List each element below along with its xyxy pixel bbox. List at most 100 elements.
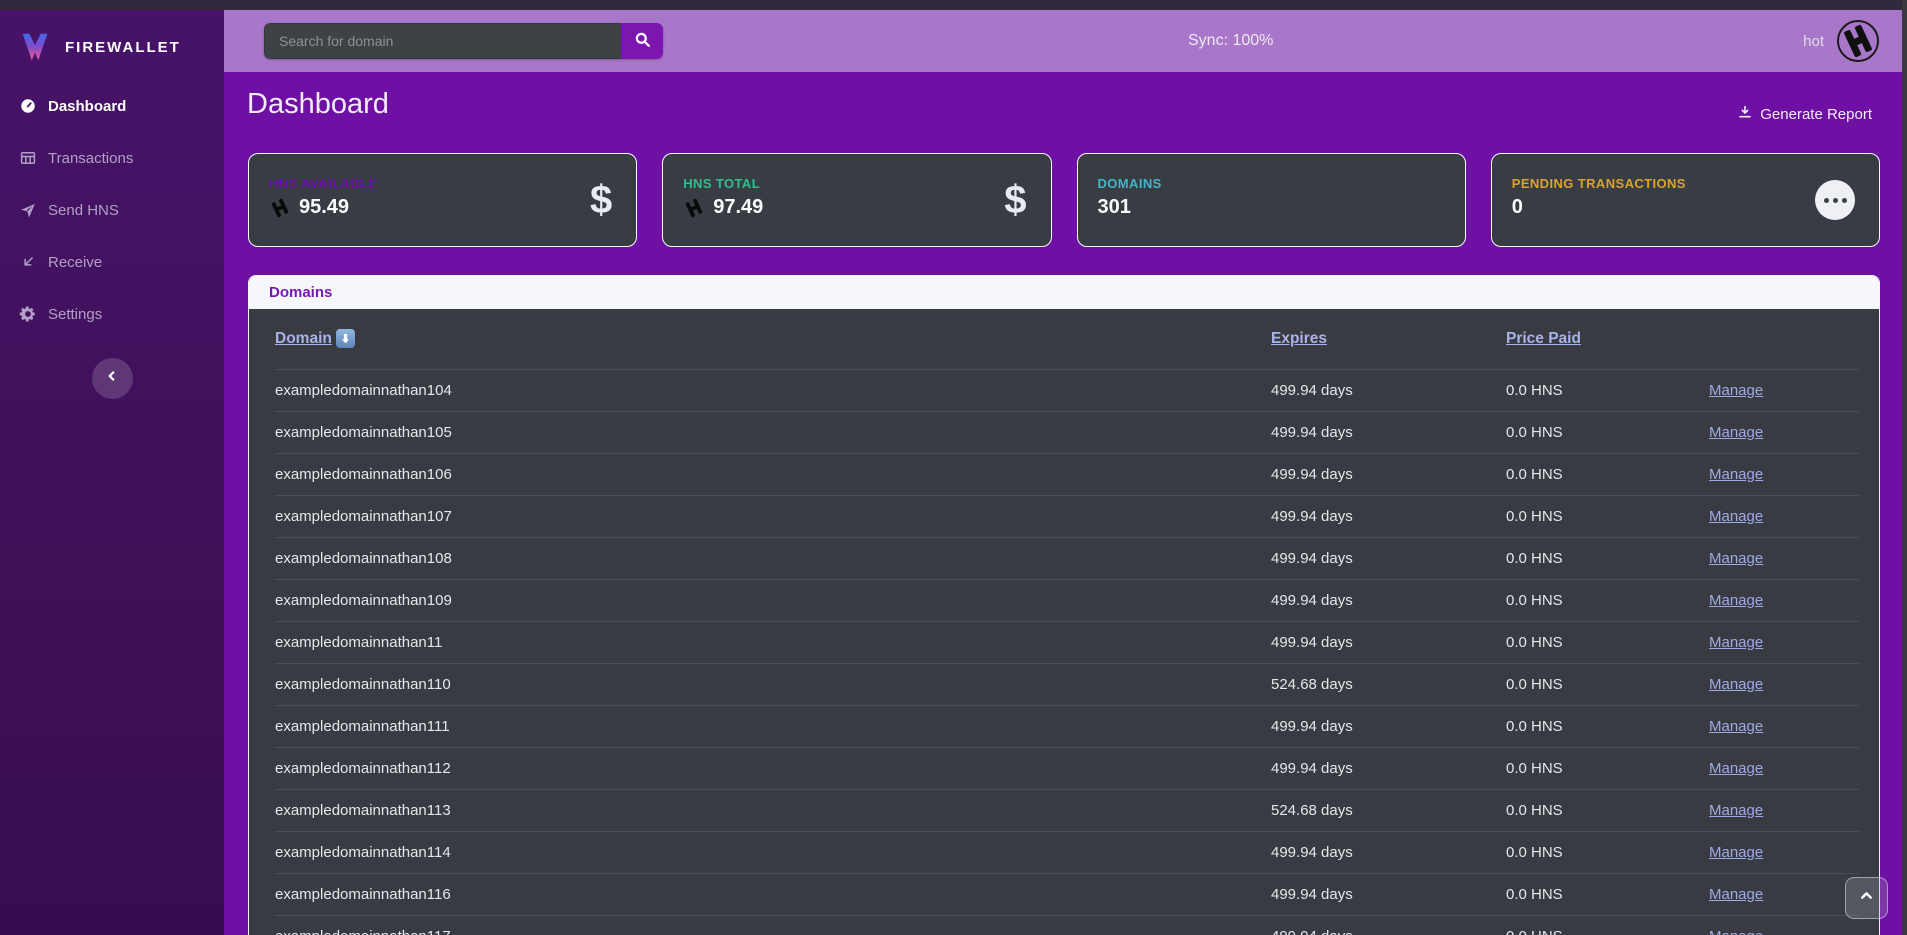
handshake-logo-icon [1836,19,1880,63]
download-icon [1737,104,1753,124]
page-title: Dashboard [247,88,389,120]
price-cell: 0.0 HNS [1506,789,1709,832]
sidebar-item-label: Dashboard [48,97,127,115]
manage-link[interactable]: Manage [1709,423,1764,441]
expires-cell: 499.94 days [1271,453,1506,496]
table-row: exampledomainnathan110 524.68 days 0.0 H… [275,663,1859,706]
table-row: exampledomainnathan114 499.94 days 0.0 H… [275,831,1859,874]
card-value: 0 [1512,196,1523,219]
sidebar: FIREWALLET Dashboard Transactions Send H… [0,10,224,935]
price-cell: 0.0 HNS [1506,747,1709,790]
manage-link[interactable]: Manage [1709,465,1764,483]
sort-by-expires-link[interactable]: Expires [1271,330,1327,348]
domain-search [264,23,663,59]
table-row: exampledomainnathan105 499.94 days 0.0 H… [275,411,1859,454]
manage-link[interactable]: Manage [1709,885,1764,903]
card-label: HNS TOTAL [683,176,761,191]
manage-link[interactable]: Manage [1709,928,1763,935]
sort-by-price-link[interactable]: Price Paid [1506,330,1581,348]
price-cell: 0.0 HNS [1506,873,1709,916]
card-value-text: 97.49 [713,196,764,218]
manage-link[interactable]: Manage [1709,549,1764,567]
search-input[interactable] [264,23,621,59]
generate-report-label: Generate Report [1760,105,1872,123]
price-cell: 0.0 HNS [1506,369,1709,412]
card-hns-total: HNS TOTAL 97.49 $ [662,153,1052,247]
manage-link[interactable]: Manage [1709,633,1764,651]
chevron-left-icon [104,368,120,389]
sidebar-item-label: Send HNS [48,201,119,219]
domain-cell: exampledomainnathan114 [275,831,1271,874]
window-scrollbar-strip[interactable] [1902,0,1907,935]
manage-link[interactable]: Manage [1709,675,1764,693]
sidebar-item-label: Settings [48,305,103,323]
manage-link[interactable]: Manage [1709,507,1764,525]
send-icon [19,201,37,219]
brand: FIREWALLET [0,10,224,72]
table-row: exampledomainnathan111 499.94 days 0.0 H… [275,705,1859,748]
sidebar-nav: Dashboard Transactions Send HNS Receive [0,80,224,340]
price-cell: 0.0 HNS [1506,495,1709,538]
domain-cell: exampledomainnathan108 [275,537,1271,580]
price-paid-column-label: Price Paid [1506,329,1581,347]
window-top-strip [0,0,1907,10]
price-cell: 0.0 HNS [1506,915,1709,935]
manage-link[interactable]: Manage [1709,759,1764,777]
manage-link[interactable]: Manage [1709,717,1764,735]
expires-cell: 524.68 days [1271,663,1506,706]
manage-link[interactable]: Manage [1709,381,1764,399]
table-row: exampledomainnathan11 499.94 days 0.0 HN… [275,621,1859,664]
domains-panel: Domains Domain [248,275,1880,935]
sidebar-item-dashboard[interactable]: Dashboard [0,80,224,132]
hns-glyph-icon [683,197,705,219]
card-domains: DOMAINS 301 [1076,153,1466,247]
expires-cell: 499.94 days [1271,537,1506,580]
wallet-name: hot [1803,32,1824,50]
sidebar-collapse-button[interactable] [91,358,133,399]
domain-cell: exampledomainnathan11 [275,621,1271,664]
topbar: Sync: 100% hot [224,10,1902,72]
sort-by-domain-link[interactable]: Domain [275,329,355,349]
card-value: 301 [1098,196,1131,219]
price-cell: 0.0 HNS [1506,831,1709,874]
domain-cell: exampledomainnathan116 [275,873,1271,916]
table-row: exampledomainnathan113 524.68 days 0.0 H… [275,789,1859,832]
main-content: Dashboard Generate Report HNS AVAILABLE … [224,72,1902,935]
table-header-row: Domain Expires Price Paid [275,309,1859,370]
card-value-text: 0 [1511,196,1523,218]
scroll-to-top-button[interactable] [1845,877,1888,919]
manage-link[interactable]: Manage [1709,801,1764,819]
expires-cell: 499.94 days [1271,621,1506,664]
table-row: exampledomainnathan107 499.94 days 0.0 H… [275,495,1859,538]
domain-cell: exampledomainnathan113 [275,789,1271,832]
search-button[interactable] [621,23,663,59]
domains-table-body: exampledomainnathan104 499.94 days 0.0 H… [275,369,1859,935]
table-row: exampledomainnathan108 499.94 days 0.0 H… [275,537,1859,580]
manage-link[interactable]: Manage [1709,591,1764,609]
ellipsis-menu-button[interactable] [1815,180,1855,220]
domains-panel-title: Domains [249,276,1879,309]
price-cell: 0.0 HNS [1506,621,1709,664]
table-row: exampledomainnathan106 499.94 days 0.0 H… [275,453,1859,496]
wallet-selector[interactable]: hot [1803,19,1880,63]
stat-cards-row: HNS AVAILABLE 95.49 $ HNS TOTAL 9 [248,153,1880,247]
sidebar-item-send-hns[interactable]: Send HNS [0,184,224,236]
sidebar-item-transactions[interactable]: Transactions [0,132,224,184]
domain-cell: exampledomainnathan112 [275,747,1271,790]
table-row: exampledomainnathan109 499.94 days 0.0 H… [275,579,1859,622]
search-icon [633,30,652,52]
expires-column-label: Expires [1271,329,1328,347]
hns-glyph-icon [269,197,291,219]
domain-cell: exampledomainnathan110 [275,663,1271,706]
generate-report-button[interactable]: Generate Report [1737,104,1872,124]
card-value-text: 95.49 [299,196,350,218]
domain-cell: exampledomainnathan117 [275,915,1271,935]
card-label: DOMAINS [1097,176,1162,191]
expires-cell: 499.94 days [1271,831,1506,874]
manage-link[interactable]: Manage [1709,843,1764,861]
sidebar-item-receive[interactable]: Receive [0,236,224,288]
domain-cell: exampledomainnathan105 [275,411,1271,454]
expires-cell: 499.94 days [1271,369,1506,412]
sidebar-item-label: Transactions [48,149,134,167]
sidebar-item-settings[interactable]: Settings [0,288,224,340]
